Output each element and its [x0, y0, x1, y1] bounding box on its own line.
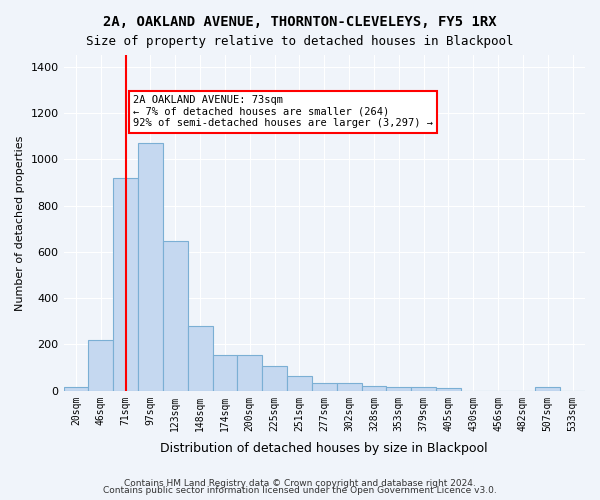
Bar: [188, 326, 212, 391]
Text: Contains HM Land Registry data © Crown copyright and database right 2024.: Contains HM Land Registry data © Crown c…: [124, 478, 476, 488]
Bar: [411, 388, 436, 391]
Bar: [113, 178, 138, 391]
Bar: [362, 386, 386, 391]
Bar: [138, 143, 163, 391]
Bar: [64, 388, 88, 391]
Bar: [386, 388, 411, 391]
Bar: [287, 376, 312, 391]
Bar: [262, 366, 287, 391]
Y-axis label: Number of detached properties: Number of detached properties: [15, 135, 25, 310]
Bar: [535, 387, 560, 391]
Bar: [312, 382, 337, 391]
Text: Size of property relative to detached houses in Blackpool: Size of property relative to detached ho…: [86, 35, 514, 48]
Bar: [212, 355, 238, 391]
Text: 2A, OAKLAND AVENUE, THORNTON-CLEVELEYS, FY5 1RX: 2A, OAKLAND AVENUE, THORNTON-CLEVELEYS, …: [103, 15, 497, 29]
Bar: [436, 388, 461, 391]
Bar: [88, 340, 113, 391]
Bar: [337, 382, 362, 391]
Text: Contains public sector information licensed under the Open Government Licence v3: Contains public sector information licen…: [103, 486, 497, 495]
X-axis label: Distribution of detached houses by size in Blackpool: Distribution of detached houses by size …: [160, 442, 488, 455]
Bar: [238, 355, 262, 391]
Text: 2A OAKLAND AVENUE: 73sqm
← 7% of detached houses are smaller (264)
92% of semi-d: 2A OAKLAND AVENUE: 73sqm ← 7% of detache…: [133, 96, 433, 128]
Bar: [163, 242, 188, 391]
